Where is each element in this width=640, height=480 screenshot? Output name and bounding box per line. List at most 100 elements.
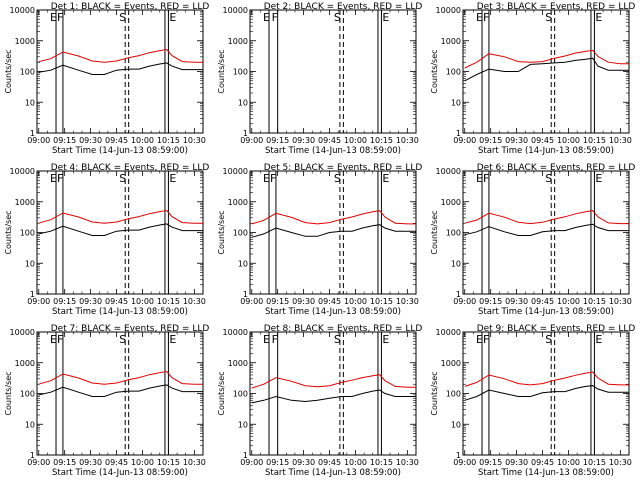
panel-title: Det 5: BLACK = Events, RED = LLD [264,163,423,173]
x-tick-label: 09:45 [105,297,128,306]
marker-label-f: F [270,172,276,185]
x-tick-label: 10:30 [609,458,632,467]
x-axis-label: Start Time (14-Jun-13 08:59:00) [52,468,188,478]
x-tick-label: 09:45 [105,458,128,467]
y-axis-label: Counts/sec [430,210,439,254]
x-tick-label: 10:00 [131,297,154,306]
panel-title: Det 7: BLACK = Events, RED = LLD [51,324,210,334]
lld-series [251,374,416,389]
x-tick-label: 10:15 [370,297,393,306]
events-series [251,224,416,238]
y-tick-label: 10000 [10,328,35,337]
y-tick-label: 10 [451,98,461,107]
x-tick-label: 09:00 [27,458,50,467]
panel-title: Det 9: BLACK = Events, RED = LLD [477,324,636,334]
lld-series [38,370,203,385]
x-tick-label: 10:15 [157,297,180,306]
x-tick-label: 10:00 [557,136,580,145]
y-tick-label: 100 [446,68,461,77]
y-tick-label: 1 [243,451,248,460]
x-tick-label: 09:00 [27,297,50,306]
y-tick-label: 1000 [15,359,35,368]
marker-label-e: E [50,333,57,346]
x-axis-label: Start Time (14-Jun-13 08:59:00) [265,307,401,317]
marker-label-s: S [545,333,552,346]
y-tick-label: 1 [456,451,461,460]
marker-label-s: S [545,172,552,185]
x-tick-label: 09:00 [453,297,476,306]
y-tick-label: 10000 [436,167,461,176]
marker-label-e: E [382,172,389,185]
marker-label-s: S [334,11,341,24]
x-tick-label: 10:30 [396,136,419,145]
x-tick-label: 09:45 [105,136,128,145]
marker-label-s: S [119,172,126,185]
x-tick-label: 09:30 [79,136,102,145]
y-tick-label: 100 [446,229,461,238]
x-tick-label: 10:30 [183,136,206,145]
x-tick-label: 09:30 [292,458,315,467]
x-tick-label: 10:00 [131,458,154,467]
x-tick-label: 09:30 [79,297,102,306]
marker-label-e: E [476,172,483,185]
y-tick-label: 10000 [436,6,461,15]
y-tick-label: 1 [243,290,248,299]
panel-title: Det 3: BLACK = Events, RED = LLD [477,2,636,12]
y-tick-label: 10000 [10,167,35,176]
x-tick-label: 10:00 [344,458,367,467]
marker-label-s: S [119,333,126,346]
y-axis-label: Counts/sec [217,371,226,415]
marker-label-e: E [595,172,602,185]
events-series [38,384,203,397]
lld-series [464,371,629,387]
x-tick-label: 10:00 [557,297,580,306]
x-tick-label: 09:00 [240,297,263,306]
marker-label-f: F [483,333,489,346]
x-axis-label: Start Time (14-Jun-13 08:59:00) [478,307,614,317]
x-axis-label: Start Time (14-Jun-13 08:59:00) [52,146,188,156]
y-tick-label: 10000 [436,328,461,337]
x-tick-label: 09:00 [453,458,476,467]
x-tick-label: 10:15 [370,458,393,467]
plot-frame [36,170,204,295]
y-tick-label: 10 [25,259,35,268]
marker-label-s: S [334,172,341,185]
panel-det-9: Det 9: BLACK = Events, RED = LLD 1 10 100 10… [430,324,635,478]
y-tick-label: 10 [25,98,35,107]
events-series [251,389,416,404]
y-tick-label: 10 [238,98,248,107]
x-tick-label: 10:30 [609,297,632,306]
marker-label-e: E [476,333,483,346]
marker-label-e: E [169,11,176,24]
x-tick-label: 10:30 [183,297,206,306]
x-tick-label: 10:15 [370,136,393,145]
x-axis-label: Start Time (14-Jun-13 08:59:00) [478,146,614,156]
y-tick-label: 100 [20,390,35,399]
x-tick-label: 10:30 [396,458,419,467]
y-tick-label: 1000 [441,37,461,46]
plot-frame [249,9,417,134]
marker-label-e: E [476,11,483,24]
y-tick-label: 1000 [15,198,35,207]
panel-title: Det 6: BLACK = Events, RED = LLD [477,163,636,173]
y-tick-label: 1000 [228,198,248,207]
x-tick-label: 10:00 [344,297,367,306]
x-tick-label: 09:15 [266,136,289,145]
y-tick-label: 1000 [441,359,461,368]
panel-det-4: Det 4: BLACK = Events, RED = LLD 1 10 100 10… [4,163,209,317]
marker-label-f: F [272,333,278,346]
marker-label-f: F [483,11,489,24]
plot-frame [36,9,204,134]
x-tick-label: 09:15 [479,136,502,145]
marker-label-s: S [334,333,341,346]
y-tick-label: 10000 [223,328,248,337]
x-tick-label: 10:15 [157,136,180,145]
events-series [38,223,203,236]
events-series [464,223,629,236]
marker-label-f: F [57,172,63,185]
events-series [464,385,629,401]
y-tick-label: 10 [451,259,461,268]
y-tick-label: 10 [451,420,461,429]
y-tick-label: 1 [456,290,461,299]
panel-det-2: Det 2: BLACK = Events, RED = LLD 1 10 100 10… [217,2,422,156]
